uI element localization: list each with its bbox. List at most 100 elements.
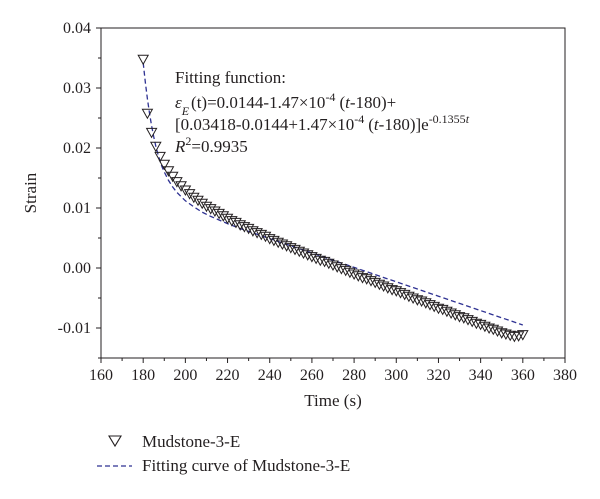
data-point-marker	[479, 321, 491, 333]
data-point-marker	[293, 246, 306, 258]
y-tick-label: 0.03	[63, 80, 91, 97]
data-point-marker	[491, 326, 504, 338]
data-point-marker	[251, 228, 263, 239]
data-point-marker	[377, 281, 390, 293]
legend: Mudstone-3-E Fitting curve of Mudstone-3…	[97, 432, 350, 475]
data-point-marker	[474, 319, 487, 331]
data-point-marker	[407, 293, 419, 305]
data-point-marker	[360, 274, 373, 285]
data-point-marker	[356, 273, 369, 284]
data-point-marker	[200, 201, 213, 213]
data-point-marker	[352, 271, 365, 282]
data-point-marker	[365, 276, 377, 287]
data-point-marker	[314, 255, 327, 267]
data-point-marker	[166, 171, 179, 183]
data-point-marker	[441, 306, 453, 318]
data-point-marker	[183, 189, 196, 200]
data-point-marker	[331, 262, 344, 273]
data-point-marker	[466, 316, 479, 328]
x-axis-ticks	[100, 358, 566, 363]
x-tick-label: 320	[426, 367, 450, 384]
data-point-marker	[297, 248, 310, 260]
data-point-marker	[247, 226, 259, 237]
data-point-marker	[487, 324, 500, 336]
y-axis-ticks	[96, 27, 101, 359]
data-point-marker	[280, 241, 293, 252]
data-point-marker	[179, 185, 192, 197]
data-point-marker	[348, 269, 360, 281]
data-point-marker	[158, 159, 171, 171]
data-point-marker	[386, 285, 398, 296]
data-point-marker	[369, 277, 382, 289]
data-point-marker	[225, 216, 238, 227]
data-point-marker	[272, 237, 285, 249]
data-point-marker	[411, 295, 424, 306]
data-point-marker	[242, 223, 255, 235]
data-point-marker	[470, 318, 483, 330]
data-point-marker	[234, 220, 247, 231]
data-point-marker	[327, 260, 339, 272]
x-tick-label: 380	[553, 367, 577, 384]
y-tick-label: 0.02	[63, 140, 91, 157]
data-point-marker	[145, 127, 158, 139]
data-point-marker	[403, 291, 415, 303]
data-point-marker	[339, 265, 352, 277]
y-axis-title: Strain	[21, 172, 40, 213]
x-tick-label: 180	[131, 367, 155, 384]
data-point-marker	[192, 195, 204, 207]
data-point-marker	[428, 301, 441, 313]
data-point-marker	[162, 166, 175, 177]
data-point-marker	[306, 252, 318, 263]
data-markers	[137, 54, 529, 343]
data-point-marker	[483, 323, 495, 335]
data-point-marker	[289, 244, 301, 256]
data-point-marker	[432, 303, 445, 315]
x-axis-tick-labels: 160 180 200 220 240 260 280 300 320 340 360 380	[89, 367, 577, 384]
x-axis-title: Time (s)	[304, 391, 361, 410]
y-tick-label: 0.00	[63, 260, 91, 277]
fitting-function-annotation: Fitting function: εE (t)=0.0144-1.47×10-4…	[174, 68, 470, 156]
plot-frame	[100, 27, 566, 359]
annotation-line-2: εE (t)=0.0144-1.47×10-4 (t-180)+	[175, 90, 396, 118]
x-tick-label: 340	[469, 367, 493, 384]
data-point-marker	[217, 211, 230, 222]
x-tick-label: 160	[89, 367, 113, 384]
data-point-marker	[335, 264, 348, 275]
data-point-marker	[445, 308, 457, 320]
data-point-marker	[373, 279, 386, 291]
data-point-marker	[394, 288, 407, 299]
y-axis-tick-labels: -0.01 0.00 0.01 0.02 0.03 0.04	[58, 20, 91, 337]
data-point-marker	[268, 235, 280, 247]
data-point-marker	[495, 328, 508, 339]
data-point-marker	[500, 329, 512, 341]
x-tick-label: 220	[216, 367, 240, 384]
y-tick-label: -0.01	[58, 320, 91, 337]
data-point-marker	[149, 141, 162, 153]
data-point-marker	[381, 283, 394, 294]
data-point-marker	[263, 234, 276, 245]
data-point-marker	[310, 253, 322, 265]
annotation-line-1: Fitting function:	[175, 68, 286, 87]
legend-marker-triangle-icon	[108, 435, 122, 448]
annotation-line-4: R2=0.9935	[174, 134, 248, 156]
annotation-line-3: [0.03418-0.0144+1.47×10-4 (t-180)]e-0.135…	[175, 112, 470, 134]
x-tick-label: 200	[173, 367, 197, 384]
data-point-marker	[187, 192, 200, 204]
data-point-marker	[318, 256, 331, 268]
data-point-marker	[284, 243, 297, 254]
data-point-marker	[238, 222, 251, 233]
data-point-marker	[301, 250, 314, 261]
data-point-marker	[221, 213, 234, 225]
x-tick-label: 240	[258, 367, 282, 384]
data-point-marker	[424, 300, 436, 311]
data-point-marker	[213, 208, 225, 220]
data-point-marker	[390, 286, 403, 297]
data-point-marker	[230, 217, 242, 229]
data-point-marker	[436, 304, 449, 316]
data-point-marker	[453, 312, 466, 323]
x-tick-label: 260	[300, 367, 324, 384]
x-tick-label: 360	[511, 367, 535, 384]
y-tick-label: 0.01	[63, 200, 91, 217]
data-point-marker	[398, 289, 411, 301]
